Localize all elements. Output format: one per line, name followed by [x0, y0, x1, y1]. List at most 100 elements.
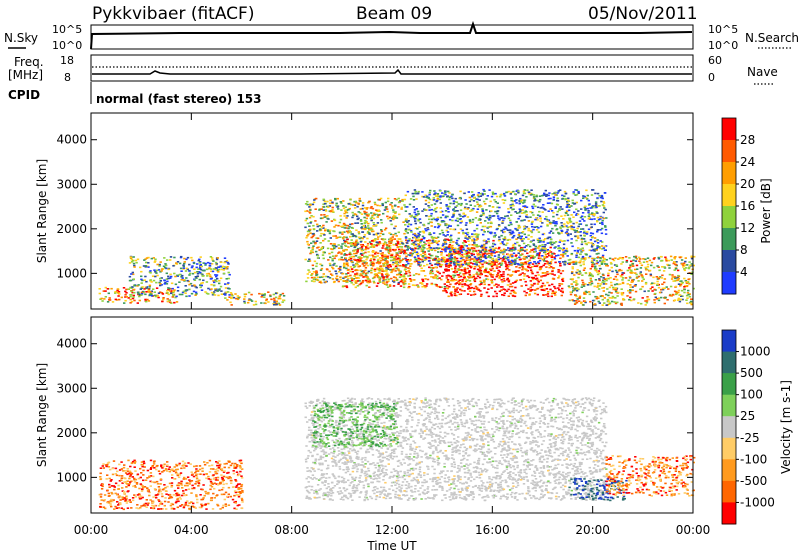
power-cell	[503, 239, 506, 241]
power-cell	[614, 257, 617, 260]
power-cell	[175, 295, 178, 298]
power-cell	[107, 292, 110, 295]
power-cell	[570, 228, 573, 230]
power-cell	[682, 266, 685, 268]
power-cell	[543, 284, 546, 287]
power-cell	[355, 282, 358, 284]
power-cell	[629, 284, 632, 286]
power-cell	[610, 263, 613, 265]
power-cell	[460, 251, 464, 254]
power-cell	[335, 277, 338, 280]
power-cell	[114, 298, 117, 301]
power-cell	[687, 278, 690, 281]
power-cell	[199, 286, 202, 289]
power-cell	[133, 284, 137, 287]
colorbar-segment	[722, 228, 736, 251]
power-cell	[589, 267, 592, 270]
power-cell	[596, 216, 600, 219]
power-cell	[531, 272, 534, 275]
colorbar-segment	[722, 184, 736, 207]
power-cell	[243, 298, 246, 300]
power-cell	[443, 248, 447, 250]
power-cell	[350, 203, 353, 206]
power-cell	[538, 215, 542, 217]
power-cell	[464, 241, 467, 243]
power-cell	[450, 239, 453, 242]
power-cell	[335, 202, 338, 205]
power-cell	[361, 237, 364, 240]
power-cell	[540, 248, 544, 251]
power-cell	[587, 215, 591, 217]
power-cell	[404, 229, 407, 231]
power-cell	[591, 261, 594, 264]
power-cell	[503, 288, 507, 291]
power-cell	[419, 241, 422, 243]
power-cell	[435, 270, 439, 273]
power-cell	[604, 233, 608, 235]
power-cell	[673, 276, 677, 278]
power-cell	[153, 261, 156, 263]
power-cell	[584, 240, 587, 243]
power-cell	[479, 295, 483, 297]
power-cell	[459, 246, 462, 249]
date-label: 05/Nov/2011	[588, 4, 698, 24]
power-cell	[347, 272, 350, 274]
power-cell	[180, 255, 183, 258]
power-cell	[675, 267, 678, 270]
power-cell	[353, 200, 356, 203]
power-cell	[538, 210, 541, 213]
power-cell	[383, 262, 387, 265]
power-cell	[643, 290, 646, 293]
power-cell	[523, 262, 526, 265]
power-cell	[517, 249, 520, 252]
power-cell	[381, 270, 384, 273]
power-cell	[402, 221, 405, 223]
power-cell	[363, 264, 366, 267]
power-cell	[380, 219, 383, 221]
power-cell	[549, 261, 553, 263]
power-cell	[448, 218, 452, 221]
power-cell	[166, 259, 169, 261]
power-cell	[183, 262, 186, 265]
power-cell	[311, 251, 315, 254]
power-cell	[305, 236, 308, 239]
power-cell	[668, 273, 672, 276]
power-cell	[534, 248, 537, 250]
power-cell	[590, 260, 594, 262]
power-cell	[641, 285, 644, 288]
power-cell	[214, 268, 217, 271]
power-cell	[356, 269, 359, 272]
power-cell	[479, 258, 482, 261]
power-cell	[511, 256, 514, 259]
power-cell	[690, 255, 693, 258]
power-cell	[476, 238, 479, 240]
power-cell	[374, 268, 377, 271]
power-cell	[503, 238, 507, 240]
power-cell	[601, 204, 605, 206]
power-cell	[666, 263, 669, 266]
power-cell	[580, 302, 583, 304]
power-cell	[463, 270, 466, 272]
power-cell	[570, 283, 573, 285]
power-cell	[627, 279, 630, 282]
power-cell	[527, 238, 530, 240]
power-cell	[601, 273, 605, 276]
power-cell	[566, 226, 569, 229]
power-cell	[498, 275, 501, 278]
power-cell	[536, 219, 539, 221]
power-cell	[600, 200, 603, 203]
power-cell	[599, 222, 602, 224]
power-cell	[333, 219, 337, 222]
power-cell	[351, 270, 354, 273]
power-cell	[498, 238, 501, 241]
power-cell	[593, 223, 596, 226]
power-cell	[401, 200, 404, 202]
power-cell	[483, 190, 486, 192]
power-cell	[335, 254, 338, 257]
power-cell	[192, 262, 196, 265]
power-cell	[629, 289, 632, 291]
power-cell	[584, 293, 587, 295]
power-cell	[260, 302, 263, 304]
power-cell	[640, 302, 643, 305]
power-cell	[385, 260, 388, 262]
